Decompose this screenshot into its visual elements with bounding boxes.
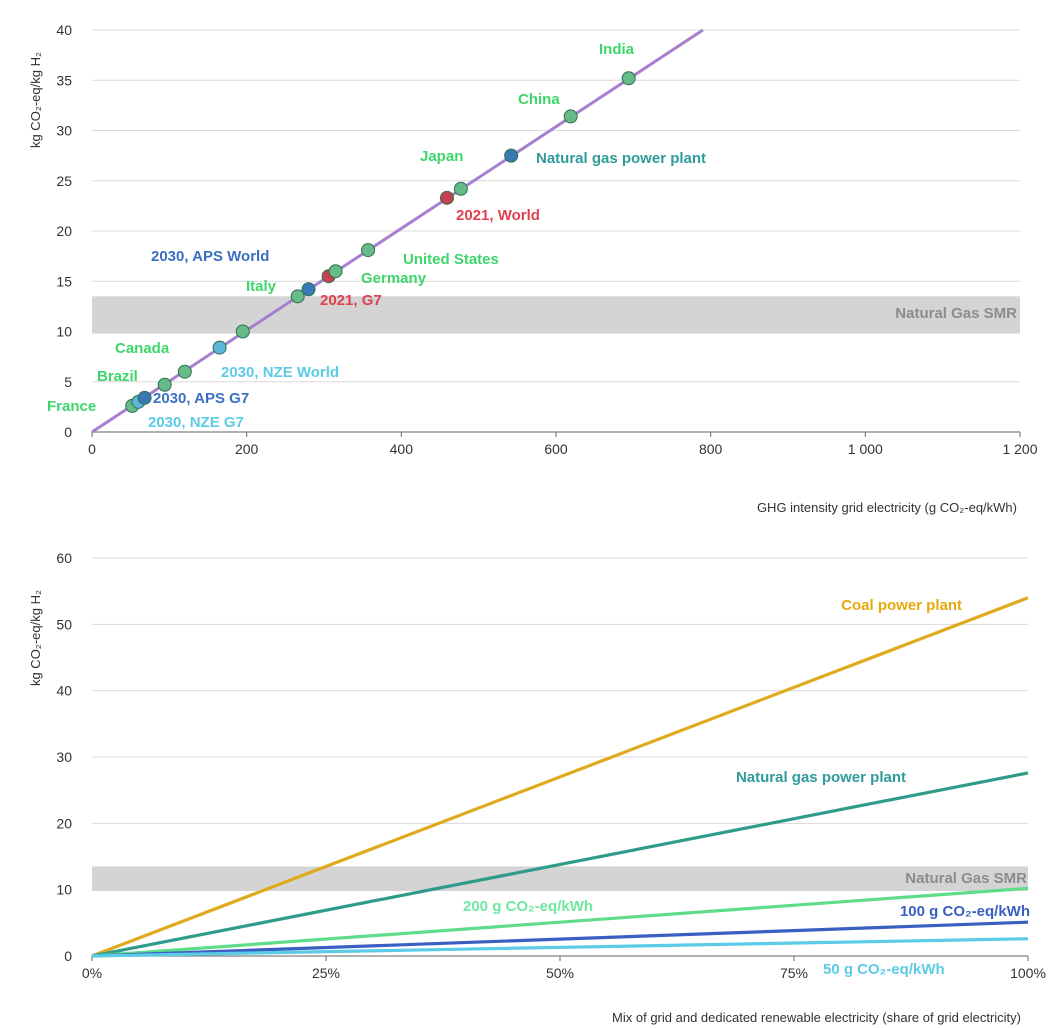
data-point: [235, 324, 250, 339]
data-point: [361, 243, 376, 258]
natural-gas-smr-band: [92, 866, 1028, 891]
series-label: 100 g CO₂-eq/kWh: [900, 903, 1030, 920]
x-tick-label: 0: [88, 441, 96, 457]
x-tick-label: 600: [544, 441, 568, 457]
x-tick-label: 1 200: [1002, 441, 1037, 457]
y-tick-label: 50: [56, 616, 72, 632]
x-tick-label: 25%: [312, 965, 340, 981]
series-line: [91, 771, 1029, 958]
y-tick-label: 20: [56, 815, 72, 831]
series-line: [91, 886, 1029, 958]
natural-gas-smr-band: [92, 296, 1020, 334]
series-label: Natural gas power plant: [736, 769, 906, 786]
data-point: [439, 190, 454, 205]
point-label: France: [47, 398, 96, 415]
x-tick-label: 1 000: [848, 441, 883, 457]
point-label: China: [518, 91, 560, 108]
point-label: Germany: [361, 270, 427, 287]
y-tick-label: 20: [56, 223, 72, 239]
x-tick-label: 75%: [780, 965, 808, 981]
point-label: United States: [403, 251, 499, 268]
y-tick-label: 10: [56, 324, 72, 340]
series-label: 200 g CO₂-eq/kWh: [463, 898, 593, 915]
y-tick-label: 30: [56, 123, 72, 139]
y-tick-label: 5: [64, 374, 72, 390]
x-tick-label: 800: [699, 441, 723, 457]
data-point: [621, 71, 636, 86]
point-label: 2021, World: [456, 207, 540, 224]
x-tick-label: 100%: [1010, 965, 1046, 981]
y-axis-title: kg CO₂-eq/kg H₂: [28, 590, 43, 686]
y-tick-label: 15: [56, 273, 72, 289]
point-label: India: [599, 41, 635, 58]
data-point: [453, 181, 468, 196]
y-tick-label: 10: [56, 882, 72, 898]
y-tick-label: 35: [56, 72, 72, 88]
series-line: [91, 596, 1029, 958]
y-tick-label: 40: [56, 22, 72, 38]
y-axis-title: kg CO₂-eq/kg H₂: [28, 52, 43, 148]
x-tick-label: 0%: [82, 965, 102, 981]
y-tick-label: 60: [56, 550, 72, 566]
series-line: [91, 937, 1029, 958]
series-label: Coal power plant: [841, 597, 962, 614]
y-tick-label: 40: [56, 683, 72, 699]
data-point: [137, 390, 152, 405]
series-line: [91, 920, 1029, 958]
y-tick-label: 0: [64, 424, 72, 440]
y-tick-label: 25: [56, 173, 72, 189]
x-tick-label: 50%: [546, 965, 574, 981]
data-point: [177, 364, 192, 379]
point-label: Natural gas power plant: [536, 150, 706, 167]
point-label: 2030, APS World: [151, 248, 269, 265]
x-tick-label: 200: [235, 441, 259, 457]
x-axis-title: GHG intensity grid electricity (g CO₂-eq…: [757, 500, 1017, 515]
point-label: Japan: [420, 148, 463, 165]
point-label: Brazil: [97, 368, 138, 385]
x-tick-label: 400: [390, 441, 414, 457]
chart-bottom-lines: 0 10 20 30 40 50 60 0% 25% 50% 75% 100% Natural Gas …: [28, 550, 1046, 1025]
y-tick-label: 0: [64, 948, 72, 964]
point-label: 2021, G7: [320, 292, 382, 309]
natural-gas-smr-label: Natural Gas SMR: [905, 870, 1027, 887]
point-label: Canada: [115, 340, 170, 357]
point-label: 2030, NZE G7: [148, 414, 244, 431]
natural-gas-smr-label: Natural Gas SMR: [895, 305, 1017, 322]
series-label: 50 g CO₂-eq/kWh: [823, 961, 945, 978]
x-axis-title: Mix of grid and dedicated renewable elec…: [612, 1010, 1021, 1025]
trend-line: [91, 28, 704, 434]
data-point: [301, 282, 316, 297]
data-point: [290, 289, 305, 304]
data-point: [328, 264, 343, 279]
data-point: [504, 148, 519, 163]
y-tick-label: 30: [56, 749, 72, 765]
data-point: [157, 377, 172, 392]
point-label: 2030, APS G7: [153, 390, 249, 407]
point-label: 2030, NZE World: [221, 364, 339, 381]
data-point: [563, 109, 578, 124]
point-label: Italy: [246, 278, 277, 295]
data-point: [212, 340, 227, 355]
